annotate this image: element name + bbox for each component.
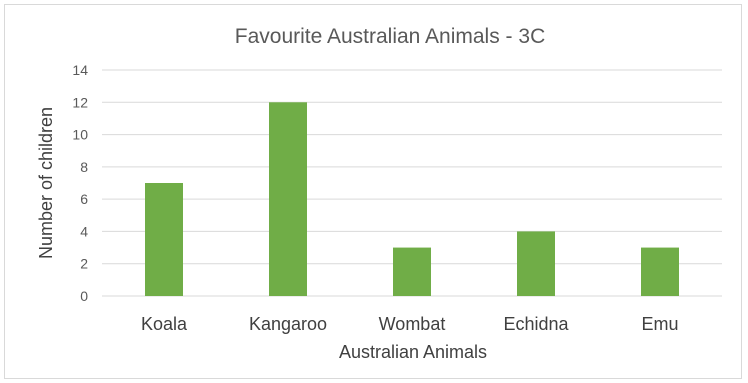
x-category-label: Echidna	[503, 314, 569, 334]
x-category-label: Kangaroo	[249, 314, 327, 334]
gridlines	[102, 69, 722, 297]
y-tick-label: 12	[72, 94, 88, 110]
bar-kangaroo	[269, 102, 307, 297]
x-axis-title: Australian Animals	[339, 342, 487, 362]
chart-frame	[4, 4, 742, 379]
y-axis-title: Number of children	[36, 107, 56, 259]
x-category-label: Wombat	[379, 314, 446, 334]
x-category-label: Emu	[641, 314, 678, 334]
y-tick-label: 8	[80, 159, 88, 175]
chart-title: Favourite Australian Animals - 3C	[235, 25, 545, 48]
bar-koala	[145, 183, 183, 296]
y-tick-label: 2	[80, 256, 88, 272]
y-tick-label: 4	[80, 223, 88, 239]
y-tick-label: 14	[72, 62, 88, 78]
bar-wombat	[393, 247, 431, 296]
y-axis-ticks: 0 2 4 6 8 10 12 14	[72, 62, 88, 304]
bars	[145, 102, 679, 297]
y-tick-label: 0	[80, 288, 88, 304]
bar-emu	[641, 247, 679, 296]
x-category-label: Koala	[141, 314, 188, 334]
bar-echidna	[517, 231, 555, 296]
y-tick-label: 10	[72, 127, 88, 143]
x-axis-categories: Koala Kangaroo Wombat Echidna Emu	[141, 314, 679, 334]
y-tick-label: 6	[80, 191, 88, 207]
